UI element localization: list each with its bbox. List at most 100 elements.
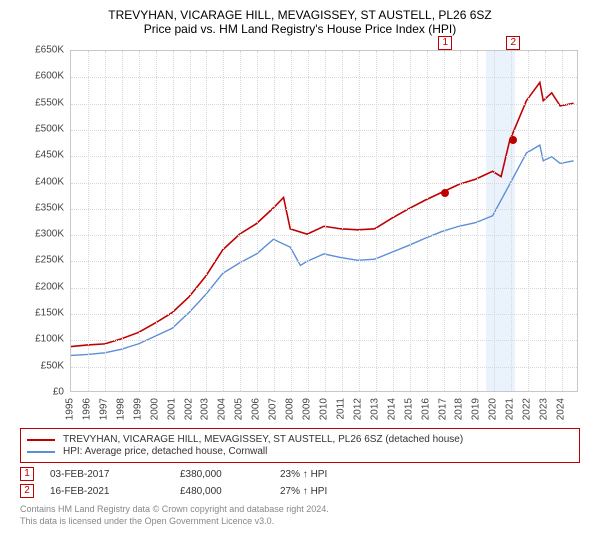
sale-marker-label: 1 <box>438 36 452 50</box>
transaction-badge: 2 <box>20 484 34 498</box>
gridline-h <box>71 235 577 236</box>
x-tick-label: 1997 <box>98 398 109 420</box>
sale-marker-dot <box>441 189 449 197</box>
gridline-v <box>359 51 360 391</box>
transaction-badge: 1 <box>20 467 34 481</box>
gridline-v <box>342 51 343 391</box>
plot-area: 12 <box>70 50 578 392</box>
gridline-h <box>71 183 577 184</box>
x-tick-label: 2012 <box>352 398 363 420</box>
y-tick-label: £650K <box>35 45 64 56</box>
x-tick-label: 2019 <box>471 398 482 420</box>
legend-swatch <box>27 439 55 441</box>
gridline-v <box>460 51 461 391</box>
gridline-v <box>274 51 275 391</box>
y-tick-label: £600K <box>35 71 64 82</box>
x-tick-label: 2009 <box>302 398 313 420</box>
gridline-v <box>257 51 258 391</box>
gridline-v <box>156 51 157 391</box>
y-tick-label: £250K <box>35 255 64 266</box>
transactions-table: 103-FEB-2017£380,00023% ↑ HPI 2 16-FEB-202… <box>20 467 580 498</box>
gridline-v <box>325 51 326 391</box>
transaction-delta: 23% ↑ HPI <box>280 469 400 480</box>
y-tick-label: £150K <box>35 308 64 319</box>
x-tick-label: 2016 <box>420 398 431 420</box>
gridline-v <box>477 51 478 391</box>
gridline-v <box>105 51 106 391</box>
x-tick-label: 2000 <box>149 398 160 420</box>
chart-title: TREVYHAN, VICARAGE HILL, MEVAGISSEY, ST … <box>10 8 590 22</box>
gridline-v <box>528 51 529 391</box>
x-tick-label: 2003 <box>200 398 211 420</box>
gridline-h <box>71 209 577 210</box>
gridline-h <box>71 104 577 105</box>
gridline-v <box>427 51 428 391</box>
gridline-h <box>71 77 577 78</box>
gridline-h <box>71 367 577 368</box>
x-tick-label: 2021 <box>505 398 516 420</box>
x-tick-label: 1996 <box>81 398 92 420</box>
transaction-row: 216-FEB-2021£480,00027% ↑ HPI <box>20 484 580 498</box>
x-tick-label: 2022 <box>522 398 533 420</box>
gridline-v <box>444 51 445 391</box>
x-tick-label: 2014 <box>386 398 397 420</box>
y-tick-label: £300K <box>35 229 64 240</box>
gridline-v <box>511 51 512 391</box>
x-tick-label: 2004 <box>217 398 228 420</box>
footer-line-1: Contains HM Land Registry data © Crown c… <box>20 504 580 516</box>
gridline-v <box>173 51 174 391</box>
x-tick-label: 2020 <box>488 398 499 420</box>
y-tick-label: £450K <box>35 150 64 161</box>
gridline-v <box>562 51 563 391</box>
transaction-row: 103-FEB-2017£380,00023% ↑ HPI <box>20 467 580 481</box>
y-tick-label: £50K <box>41 360 64 371</box>
x-tick-label: 2011 <box>335 398 346 420</box>
y-tick-label: £350K <box>35 202 64 213</box>
x-tick-label: 2017 <box>437 398 448 420</box>
footer-attribution: Contains HM Land Registry data © Crown c… <box>20 504 580 527</box>
chart-subtitle: Price paid vs. HM Land Registry's House … <box>10 22 590 36</box>
footer-line-2: This data is licensed under the Open Gov… <box>20 516 580 528</box>
legend-label: HPI: Average price, detached house, Corn… <box>63 446 267 457</box>
x-tick-label: 2018 <box>454 398 465 420</box>
y-axis: £0£50K£100K£150K£200K£250K£300K£350K£400… <box>20 50 68 392</box>
transaction-delta: 27% ↑ HPI <box>280 486 400 497</box>
gridline-v <box>494 51 495 391</box>
gridline-v <box>88 51 89 391</box>
y-tick-label: £100K <box>35 334 64 345</box>
x-tick-label: 2010 <box>319 398 330 420</box>
gridline-v <box>122 51 123 391</box>
y-tick-label: £400K <box>35 176 64 187</box>
gridline-h <box>71 156 577 157</box>
gridline-v <box>393 51 394 391</box>
gridline-v <box>139 51 140 391</box>
gridline-v <box>223 51 224 391</box>
gridline-v <box>291 51 292 391</box>
y-tick-label: £200K <box>35 281 64 292</box>
gridline-v <box>376 51 377 391</box>
gridline-h <box>71 261 577 262</box>
y-tick-label: £500K <box>35 123 64 134</box>
y-tick-label: £0 <box>53 387 64 398</box>
x-tick-label: 1995 <box>65 398 76 420</box>
x-tick-label: 2008 <box>285 398 296 420</box>
chart: £0 £50K £100K £150K £200K £250K £300K £350K £400… <box>20 42 580 422</box>
gridline-v <box>308 51 309 391</box>
x-tick-label: 2023 <box>539 398 550 420</box>
x-tick-label: 2015 <box>403 398 414 420</box>
series-hpi <box>71 145 574 355</box>
y-tick-label: £550K <box>35 97 64 108</box>
x-tick-label: 2024 <box>556 398 567 420</box>
transaction-date: 16-FEB-2021 <box>50 486 180 497</box>
gridline-v <box>190 51 191 391</box>
legend: TREVYHAN, VICARAGE HILL, MEVAGISSEY, ST … <box>20 428 580 463</box>
x-tick-label: 2006 <box>251 398 262 420</box>
gridline-h <box>71 340 577 341</box>
x-tick-label: 2005 <box>234 398 245 420</box>
gridline-h <box>71 130 577 131</box>
gridline-h <box>71 288 577 289</box>
x-axis: 1995199619971998199920002001200220032004… <box>70 394 578 422</box>
legend-label: TREVYHAN, VICARAGE HILL, MEVAGISSEY, ST … <box>63 434 463 445</box>
gridline-v <box>410 51 411 391</box>
gridline-v <box>240 51 241 391</box>
